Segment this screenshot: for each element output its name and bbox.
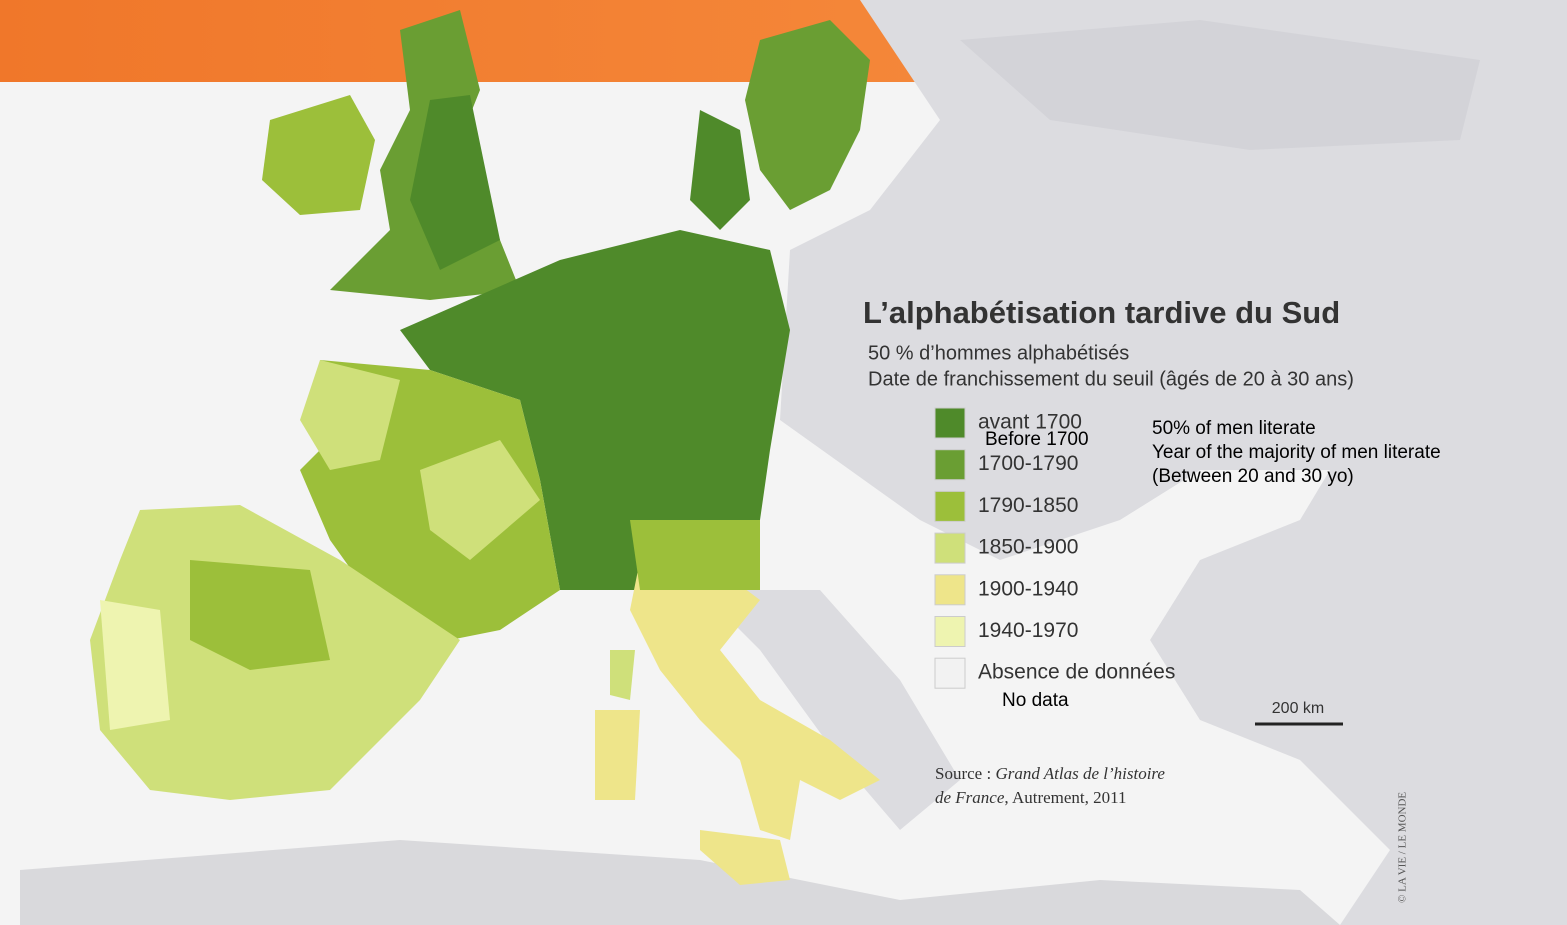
- corsica: [610, 650, 635, 700]
- title: L’alphabétisation tardive du Sud: [863, 295, 1340, 330]
- source-work: de France: [935, 788, 1005, 807]
- subtitle: 50 % d’hommes alphabétisés: [868, 342, 1129, 364]
- subtitle: Date de franchissement du seuil (âgés de…: [868, 368, 1354, 390]
- england: [410, 95, 500, 270]
- source-rest: , Autrement, 2011: [1004, 788, 1126, 807]
- italy: [630, 555, 880, 840]
- scandinavia: [745, 20, 870, 210]
- legend-swatch: [934, 407, 966, 439]
- north-africa: [20, 840, 1340, 925]
- legend-swatch: [934, 490, 966, 522]
- balkans: [700, 590, 960, 830]
- translation: 50% of men literate: [1152, 418, 1316, 439]
- legend-label: Absence de données: [978, 661, 1175, 684]
- translation: (Between 20 and 30 yo): [1152, 466, 1354, 487]
- legend-label: 1940-1970: [978, 619, 1078, 642]
- legend-label: 1900-1940: [978, 577, 1078, 600]
- northern-land: [960, 20, 1480, 150]
- source: de France, Autrement, 2011: [935, 788, 1127, 807]
- northern-italy: [630, 520, 760, 590]
- credit: © LA VIE / LE MONDE: [1397, 792, 1409, 903]
- source-work: Grand Atlas de l’histoire: [995, 764, 1165, 783]
- legend-label: avant 1700: [978, 411, 1082, 434]
- scale-label: 200 km: [1272, 700, 1324, 717]
- legend-label: 1790-1850: [978, 494, 1078, 517]
- ireland: [262, 95, 375, 215]
- legend-swatch: [934, 657, 966, 689]
- legend-swatch: [934, 449, 966, 481]
- portugal: [100, 600, 170, 730]
- legend-swatch: [934, 574, 966, 606]
- translation: No data: [1002, 690, 1069, 711]
- sicily: [700, 830, 790, 885]
- source-prefix: Source :: [935, 764, 995, 783]
- legend: avant 1700 1700-1790 1790-1850 1850-1900 190…: [934, 407, 1175, 689]
- legend-label: 1700-1790: [978, 452, 1078, 475]
- legend-swatch: [934, 616, 966, 647]
- eastern-land: [780, 0, 1567, 925]
- sardinia: [595, 710, 640, 800]
- denmark: [690, 110, 750, 230]
- source: Source : Grand Atlas de l’histoire: [935, 764, 1165, 783]
- central-europe: [400, 230, 790, 590]
- translation: Before 1700: [985, 429, 1089, 450]
- legend-label: 1850-1900: [978, 536, 1078, 559]
- legend-swatch: [934, 532, 966, 564]
- translation: Year of the majority of men literate: [1152, 442, 1441, 463]
- castile: [190, 560, 330, 670]
- brittany: [300, 360, 400, 470]
- massif-central: [420, 440, 540, 560]
